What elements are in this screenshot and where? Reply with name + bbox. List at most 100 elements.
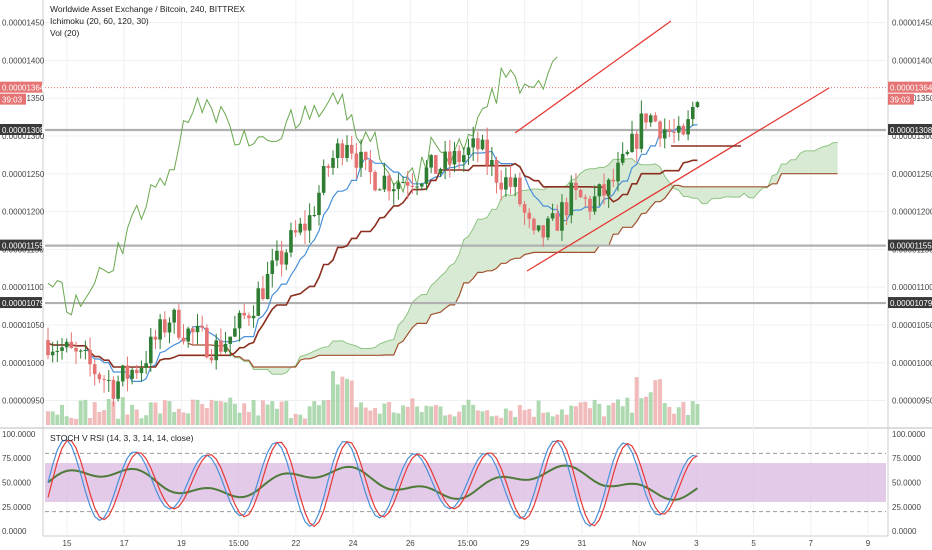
stoch-legend: STOCH V RSI (14, 3, 3, 14, 14, close) xyxy=(50,433,194,443)
time-tick-label: 3 xyxy=(694,539,699,548)
level-tag-right: 0.00001155 xyxy=(890,242,932,251)
level-tag-left: 0.00001155 xyxy=(2,242,44,251)
volume-bar xyxy=(190,399,195,425)
current-price-tag-left: 0.00001364 xyxy=(2,84,45,93)
level-tag-left-bg xyxy=(0,239,42,251)
volume-bar xyxy=(541,412,546,425)
time-tick-label: Nov xyxy=(632,539,646,548)
candle-body xyxy=(163,319,167,333)
volume-bar xyxy=(583,401,588,425)
candle-body xyxy=(148,336,153,364)
volume-bar xyxy=(527,408,532,425)
volume-bar xyxy=(176,408,181,425)
candle-body xyxy=(597,184,602,197)
volume-bar xyxy=(284,400,289,425)
volume-bar xyxy=(139,418,144,425)
volume-bar xyxy=(466,399,471,425)
volume-bar xyxy=(555,414,560,425)
candle-body xyxy=(158,319,162,340)
volume-bar xyxy=(373,408,378,425)
volume-bar xyxy=(307,406,312,425)
volume-bar xyxy=(648,392,653,425)
trendline-upper xyxy=(514,20,672,134)
level-tag-left: 0.00001079 xyxy=(2,299,45,308)
volume-bar xyxy=(64,416,69,425)
level-tag-right-bg xyxy=(888,123,932,135)
candle-body xyxy=(639,113,644,149)
price-tick-label-left: 0.00001300 xyxy=(2,132,45,141)
volume-bar xyxy=(265,404,270,425)
volume-bar xyxy=(391,412,396,425)
volume-bar xyxy=(46,411,50,425)
candle-body xyxy=(490,160,494,166)
candle-body xyxy=(78,350,83,352)
volume-bar xyxy=(102,410,107,425)
volume-bar xyxy=(120,397,125,425)
candle-body xyxy=(415,186,419,188)
stoch-k-line xyxy=(47,439,698,527)
volume-bar xyxy=(158,413,163,425)
candle-body xyxy=(172,309,176,323)
volume-bar xyxy=(302,418,307,425)
volume-bar xyxy=(672,413,677,425)
candle-body xyxy=(205,327,209,358)
current-price-tag-right: 0.00001364 xyxy=(890,84,932,93)
volume-bar xyxy=(424,405,429,425)
price-tick-label-left: 0.00001050 xyxy=(2,321,45,330)
volume-bar xyxy=(681,401,686,425)
volume-bar xyxy=(452,416,457,425)
volume-bar xyxy=(279,401,284,425)
candle-body xyxy=(560,202,564,231)
candle-body xyxy=(242,312,247,316)
candle-body xyxy=(396,182,401,190)
volume-bar xyxy=(223,402,228,425)
candle-body xyxy=(438,168,443,174)
candle-body xyxy=(130,369,134,379)
volume-bar xyxy=(676,407,681,425)
candle-body xyxy=(265,273,270,299)
volume-bar xyxy=(97,411,102,425)
price-tick-label-left: 0.00001400 xyxy=(2,56,45,65)
candle-body xyxy=(681,125,686,135)
volume-bar xyxy=(316,405,321,425)
volume-bar xyxy=(130,404,135,425)
price-tick-label-right: 0.00001100 xyxy=(892,283,932,292)
volume-bar xyxy=(209,399,214,425)
volume-bar xyxy=(447,414,452,425)
candle-body xyxy=(275,250,279,261)
volume-bar xyxy=(214,400,219,425)
candle-body xyxy=(555,213,560,231)
volume-bar xyxy=(340,376,345,425)
volume-bar xyxy=(559,409,564,425)
time-tick-label: 15 xyxy=(63,539,72,548)
level-tag-left: 0.00001308 xyxy=(2,126,45,135)
candle-body xyxy=(504,177,508,190)
countdown-tag-left-bg xyxy=(0,93,26,105)
ichimoku-cloud xyxy=(188,142,838,375)
volume-bar xyxy=(106,399,111,425)
candle-body xyxy=(219,340,223,352)
volume-bar xyxy=(78,400,83,425)
candle-body xyxy=(326,166,331,168)
candle-body xyxy=(662,129,667,139)
candle-body xyxy=(256,288,261,316)
volume-bar xyxy=(312,401,317,425)
candle-body xyxy=(569,182,574,216)
price-tick-label-left: 0.00001100 xyxy=(2,283,44,292)
candle-body xyxy=(247,315,251,319)
candle-body xyxy=(335,143,340,159)
candle-body xyxy=(279,250,284,265)
volume-bar xyxy=(195,399,200,425)
price-tick-label-right: 0.00001200 xyxy=(892,208,932,217)
volume-bar xyxy=(620,406,625,425)
volume-bar xyxy=(153,402,158,425)
candle-body xyxy=(602,184,606,196)
candle-body xyxy=(606,179,611,196)
candle-body xyxy=(116,381,120,399)
volume-bar xyxy=(111,401,116,425)
candle-body xyxy=(377,189,382,191)
time-tick-label: 17 xyxy=(120,539,129,548)
volume-bar xyxy=(419,412,424,425)
volume-bar xyxy=(172,412,177,425)
volume-bar xyxy=(438,406,443,425)
